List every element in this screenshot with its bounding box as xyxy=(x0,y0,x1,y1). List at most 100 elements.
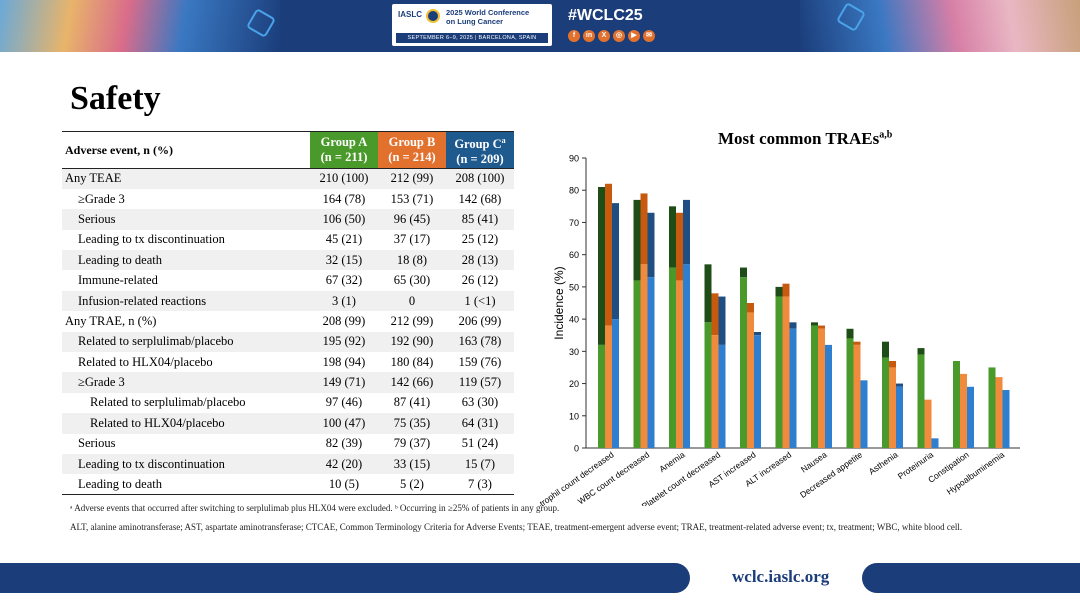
bar-segment-lower xyxy=(846,338,854,448)
table-row: Infusion-related reactions 3 (1) 0 1 (<1) xyxy=(62,290,514,312)
bar-segment-lower xyxy=(612,319,619,448)
group-b-value: 153 (71) xyxy=(390,191,434,206)
bar-segment-upper xyxy=(711,293,719,336)
row-label: Leading to tx discontinuation xyxy=(78,232,225,247)
table-row: Leading to death 10 (5) 5 (2) 7 (3) xyxy=(62,474,514,495)
bar-segment-upper xyxy=(853,341,861,345)
youtube-icon[interactable]: ▶ xyxy=(628,30,640,42)
instagram-icon[interactable]: ◎ xyxy=(613,30,625,42)
x-icon[interactable]: X xyxy=(598,30,610,42)
bar-segment-lower xyxy=(860,380,868,448)
bar-segment-upper xyxy=(889,361,896,368)
group-b-value: 142 (66) xyxy=(390,375,434,390)
group-a-value: 100 (47) xyxy=(322,415,366,430)
social-links: f in X ◎ ▶ ✉ xyxy=(568,30,655,42)
header-group-b: Group B (n = 214) xyxy=(378,131,446,169)
group-a-value: 32 (15) xyxy=(325,252,363,267)
bar-segment-lower xyxy=(917,354,925,448)
banner-photo-left xyxy=(0,0,280,52)
bar-segment-upper xyxy=(896,383,903,387)
header-group-a: Group A (n = 211) xyxy=(310,131,378,169)
row-label: Serious xyxy=(78,211,116,226)
bar-segment-upper xyxy=(811,322,818,326)
y-tick-label: 30 xyxy=(569,347,579,357)
bar-segment-lower xyxy=(811,325,818,448)
wechat-icon[interactable]: ✉ xyxy=(643,30,655,42)
bar-segment-lower xyxy=(953,361,960,448)
header-banner: IASLC 2025 World Conference on Lung Canc… xyxy=(0,0,1080,52)
bar-segment-lower xyxy=(640,264,648,448)
group-c-value: 7 (3) xyxy=(468,476,492,491)
group-a-value: 67 (32) xyxy=(325,273,363,288)
row-label: Related to HLX04/placebo xyxy=(90,415,225,430)
chart-title-text: Most common TRAEs xyxy=(718,129,880,148)
group-a-name: Group A xyxy=(320,135,368,149)
group-c-n: (n = 209) xyxy=(456,152,504,167)
conference-dates: SEPTEMBER 6–9, 2025 | BARCELONA, SPAIN xyxy=(396,33,548,43)
y-tick-label: 70 xyxy=(569,218,579,228)
table-row: Related to HLX04/placebo 198 (94) 180 (84)… xyxy=(62,352,514,372)
bar-segment-upper xyxy=(740,267,747,278)
group-b-value: 96 (45) xyxy=(393,211,431,226)
bar-segment-upper xyxy=(882,341,889,358)
group-a-value: 210 (100) xyxy=(319,171,369,186)
y-tick-label: 20 xyxy=(569,379,579,389)
bar-segment-lower xyxy=(647,277,655,448)
bar-segment-lower xyxy=(747,312,754,448)
safety-table: Adverse event, n (%) Group A (n = 211) G… xyxy=(62,131,514,495)
bar-segment-lower xyxy=(711,335,719,448)
bar-segment-lower xyxy=(683,264,690,448)
group-c-value: 63 (30) xyxy=(461,395,499,410)
bar-segment-lower xyxy=(782,296,790,448)
group-b-value: 37 (17) xyxy=(393,232,431,247)
group-b-value: 192 (90) xyxy=(390,334,434,349)
group-a-value: 42 (20) xyxy=(325,456,363,471)
bar-segment-lower xyxy=(789,328,797,448)
row-label: Related to serplulimab/placebo xyxy=(78,334,234,349)
org-name: IASLC xyxy=(398,10,422,19)
conference-line2: on Lung Cancer xyxy=(446,17,504,26)
group-a-value: 10 (5) xyxy=(328,476,360,491)
page-title: Safety xyxy=(70,80,161,117)
facebook-icon[interactable]: f xyxy=(568,30,580,42)
y-tick-label: 10 xyxy=(569,411,579,421)
group-c-name: Group Ca xyxy=(446,133,514,152)
footer-bar-left xyxy=(0,563,690,593)
bar-segment-lower xyxy=(967,386,974,448)
bar-segment-lower xyxy=(995,377,1003,448)
table-row: Any TEAE 210 (100) 212 (99) 208 (100) xyxy=(62,168,514,189)
bar-segment-lower xyxy=(825,344,832,448)
bar-segment-upper xyxy=(754,332,761,336)
group-a-value: 82 (39) xyxy=(325,436,363,451)
footer-url[interactable]: wclc.iaslc.org xyxy=(732,567,830,586)
table-row: Related to serplulimab/placebo 195 (92) 19… xyxy=(62,331,514,353)
group-a-value: 3 (1) xyxy=(332,293,356,308)
table-row: Serious 106 (50) 96 (45) 85 (41) xyxy=(62,209,514,230)
row-label: Related to serplulimab/placebo xyxy=(90,395,246,410)
row-label: Serious xyxy=(78,436,116,451)
group-c-value: 51 (24) xyxy=(461,436,499,451)
group-b-value: 180 (84) xyxy=(390,354,434,369)
bar-segment-upper xyxy=(612,203,619,320)
group-b-value: 65 (30) xyxy=(393,273,431,288)
chart-title: Most common TRAEsa,b xyxy=(718,129,892,149)
bar-segment-lower xyxy=(818,328,825,448)
linkedin-icon[interactable]: in xyxy=(583,30,595,42)
group-c-value: 208 (100) xyxy=(455,171,505,186)
bar-segment-lower xyxy=(896,386,903,448)
bar-segment-upper xyxy=(669,206,676,268)
group-a-value: 97 (46) xyxy=(325,395,363,410)
x-tick-label: Nausea xyxy=(799,449,829,474)
bar-segment-upper xyxy=(633,199,641,281)
group-a-value: 198 (94) xyxy=(322,354,366,369)
group-a-value: 164 (78) xyxy=(322,191,366,206)
row-label: Leading to tx discontinuation xyxy=(78,456,225,471)
group-a-value: 149 (71) xyxy=(322,375,366,390)
group-b-value: 18 (8) xyxy=(396,252,428,267)
group-a-n: (n = 211) xyxy=(320,150,368,164)
group-c-value: 142 (68) xyxy=(458,191,502,206)
group-b-value: 0 xyxy=(408,293,416,308)
y-tick-label: 40 xyxy=(569,315,579,325)
table-row: Serious 82 (39) 79 (37) 51 (24) xyxy=(62,434,514,454)
group-b-n: (n = 214) xyxy=(388,150,436,164)
